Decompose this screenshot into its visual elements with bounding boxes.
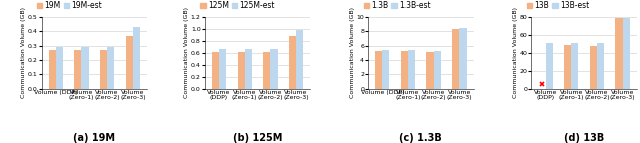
Bar — [382, 50, 390, 89]
Text: (d) 13B: (d) 13B — [564, 133, 604, 143]
Y-axis label: Communication Volume (GB): Communication Volume (GB) — [513, 7, 518, 98]
Bar — [408, 50, 415, 89]
Bar — [125, 36, 133, 89]
Bar — [296, 30, 303, 89]
Bar — [434, 51, 441, 89]
Bar — [460, 28, 467, 89]
Bar — [219, 49, 226, 89]
Y-axis label: Communication Volume (GB): Communication Volume (GB) — [350, 7, 355, 98]
Bar — [590, 46, 597, 89]
Legend: 125M, 125M-est: 125M, 125M-est — [200, 1, 275, 10]
Bar — [237, 52, 244, 89]
Bar — [375, 51, 382, 89]
Bar — [271, 49, 278, 89]
Bar — [616, 18, 623, 89]
Bar — [56, 47, 63, 89]
Bar — [401, 51, 408, 89]
Bar — [263, 52, 271, 89]
Bar — [623, 18, 630, 89]
Text: (c) 1.3B: (c) 1.3B — [399, 133, 442, 143]
Bar — [81, 47, 88, 89]
Bar — [74, 50, 81, 89]
Bar — [49, 50, 56, 89]
Legend: 19M, 19M-est: 19M, 19M-est — [37, 1, 102, 10]
Bar — [244, 49, 252, 89]
Y-axis label: Communication Volume (GB): Communication Volume (GB) — [184, 7, 189, 98]
Y-axis label: Communication Volume (GB): Communication Volume (GB) — [21, 7, 26, 98]
Bar — [545, 43, 553, 89]
Bar — [133, 27, 140, 89]
Bar — [107, 47, 115, 89]
Bar — [426, 52, 434, 89]
Bar — [572, 43, 579, 89]
Legend: 1.3B, 1.3B-est: 1.3B, 1.3B-est — [364, 1, 431, 10]
Bar — [452, 29, 460, 89]
Bar — [564, 45, 572, 89]
Legend: 13B, 13B-est: 13B, 13B-est — [527, 1, 589, 10]
Text: (a) 19M: (a) 19M — [73, 133, 115, 143]
Text: (b) 125M: (b) 125M — [233, 133, 282, 143]
Bar — [289, 36, 296, 89]
Bar — [100, 50, 107, 89]
Bar — [597, 43, 604, 89]
Bar — [212, 52, 219, 89]
